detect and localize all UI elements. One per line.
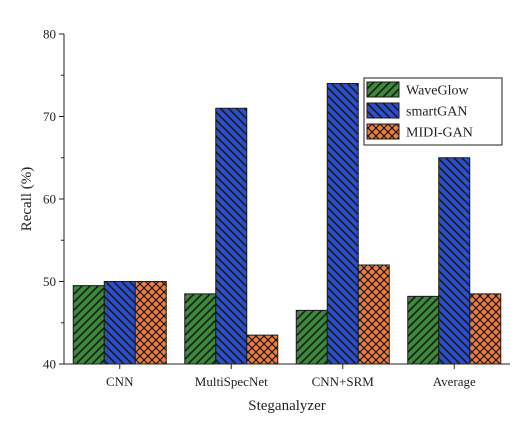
x-tick-label: CNN (106, 374, 134, 389)
bar-waveglow-cnn (72, 285, 105, 365)
y-axis-title: Recall (%) (19, 167, 35, 232)
x-ticks: CNN MultiSpecNet CNN+SRM Average (106, 364, 476, 389)
y-ticks: 40 50 60 70 80 (43, 27, 64, 372)
x-tick-label: CNN+SRM (312, 374, 375, 389)
legend-swatch-smartgan (366, 102, 400, 119)
x-tick-label: MultiSpecNet (195, 374, 268, 389)
legend-label-midi-gan: MIDI-GAN (406, 126, 473, 141)
legend: WaveGlow smartGAN MIDI-GAN (363, 77, 503, 146)
x-tick-label: Average (433, 374, 476, 389)
legend-swatch-midi-gan (366, 123, 400, 140)
legend-label-smartgan: smartGAN (406, 105, 467, 120)
y-tick-label: 70 (43, 109, 56, 124)
legend-label-waveglow: WaveGlow (406, 84, 470, 99)
bars-group (72, 83, 502, 365)
bar-midi-gan-cnn (134, 281, 167, 365)
bar-smartgan-cnn (103, 281, 136, 365)
bar-midi-gan-cnn-srm (357, 264, 390, 365)
x-axis-title: Steganalyzer (248, 398, 325, 414)
bar-waveglow-cnn-srm (295, 309, 328, 365)
bar-smartgan-cnn-srm (326, 83, 359, 365)
y-tick-label: 60 (43, 192, 56, 207)
y-tick-label: 50 (43, 274, 56, 289)
legend-swatch-waveglow (366, 81, 400, 98)
bar-waveglow-average (407, 295, 440, 365)
y-tick-label: 80 (43, 27, 56, 42)
bar-midi-gan-multispecnet (246, 334, 279, 365)
bar-smartgan-average (438, 157, 471, 365)
bar-waveglow-multispecnet (184, 293, 217, 365)
bar-midi-gan-average (469, 293, 502, 365)
bar-smartgan-multispecnet (215, 107, 248, 365)
y-tick-label: 40 (43, 357, 56, 372)
